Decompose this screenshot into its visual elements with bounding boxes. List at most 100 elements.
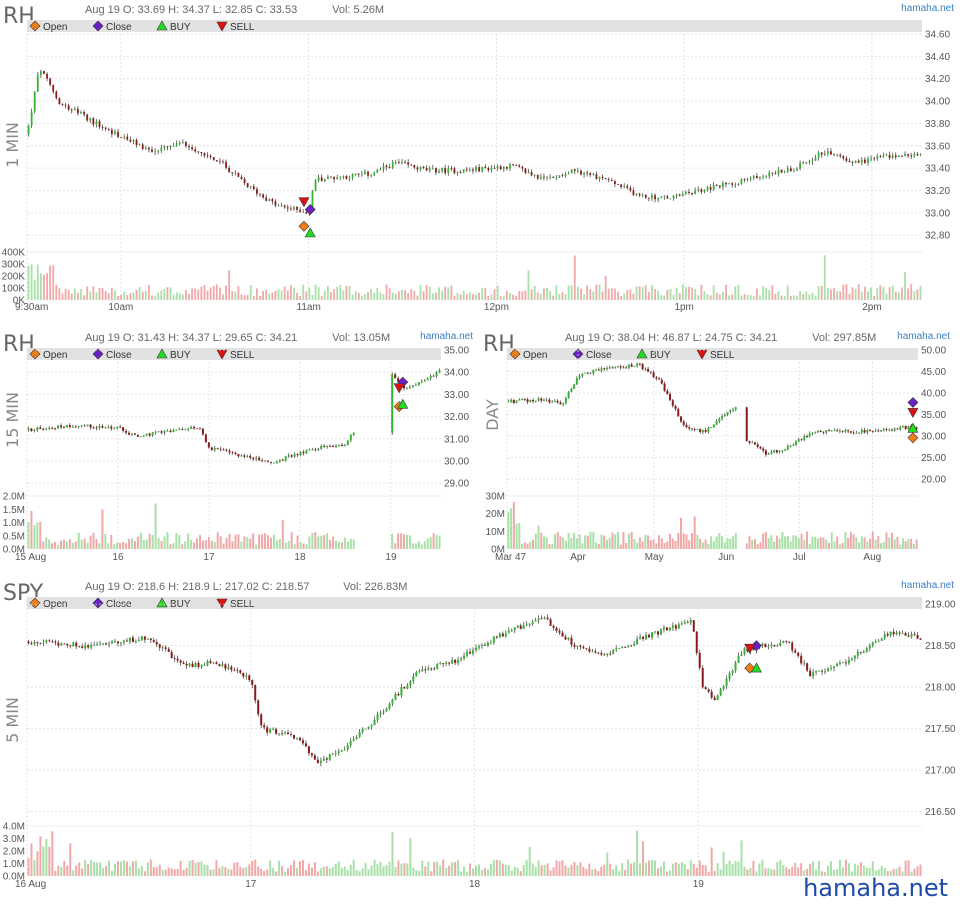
candle-body <box>888 154 891 158</box>
candle-body <box>281 733 284 735</box>
candle-body <box>638 363 641 365</box>
candle-body <box>767 646 770 648</box>
x-tick-label: Mar 47 <box>495 552 527 563</box>
candle-body <box>610 180 613 182</box>
candle-body <box>474 647 477 651</box>
candle-body <box>764 450 767 455</box>
volume-bar <box>677 863 680 876</box>
candle-body <box>131 637 134 643</box>
volume-bar <box>78 862 81 876</box>
x-tick-label: 15 Aug <box>15 552 46 563</box>
volume-bar <box>480 869 483 876</box>
candle-body <box>89 424 92 428</box>
volume-tick-label: 30M <box>486 492 505 503</box>
candle-body <box>63 643 66 645</box>
candle-body <box>333 177 335 180</box>
candle-body <box>243 178 246 184</box>
volume-bar <box>451 862 454 876</box>
candle-body <box>391 699 394 704</box>
candle-body <box>546 177 548 179</box>
volume-bar <box>600 866 603 876</box>
candle-body <box>203 665 206 667</box>
candle-body <box>161 647 164 649</box>
candle-body <box>729 410 732 413</box>
volume-bar <box>80 289 82 300</box>
chart-panel-rh-15min: RH Aug 19 O: 31.43 H: 34.37 L: 29.65 C: 3… <box>3 331 473 563</box>
candle-body <box>113 427 116 429</box>
candle-body <box>718 418 721 422</box>
volume-bar <box>86 286 89 300</box>
volume-bar <box>472 868 475 876</box>
candle-body <box>698 652 701 668</box>
volume-bar <box>576 865 579 876</box>
volume-bar <box>619 544 622 549</box>
volume-bar <box>704 539 707 549</box>
volume-bar <box>130 538 133 549</box>
volume-bar <box>749 295 752 300</box>
volume-bar <box>633 539 636 549</box>
volume-bar <box>146 862 149 876</box>
candle-body <box>552 625 555 628</box>
volume-bar <box>256 288 258 300</box>
volume-bar <box>394 543 397 549</box>
candle-body <box>663 383 666 391</box>
volume-bar <box>74 541 77 549</box>
candle-body <box>27 428 30 430</box>
candle-body <box>30 643 33 645</box>
candle-body <box>624 646 627 648</box>
legend-open-icon <box>509 348 521 360</box>
volume-bar <box>715 292 718 300</box>
candle-body <box>450 168 453 170</box>
volume-bar <box>222 294 224 300</box>
candle-body <box>600 368 603 371</box>
volume-bar <box>868 868 871 876</box>
volume-bar <box>453 295 456 300</box>
candle-body <box>125 640 128 642</box>
volume-bar <box>649 540 652 549</box>
volume-bar <box>688 286 690 300</box>
candle-body <box>201 428 204 435</box>
candle-body <box>141 144 144 149</box>
candle-body <box>66 643 69 646</box>
candle-body <box>525 624 528 626</box>
candle-body <box>808 433 811 437</box>
volume-bar <box>659 866 662 876</box>
candle-body <box>675 194 678 196</box>
volume-bar <box>316 871 319 876</box>
volume-bar <box>367 869 370 876</box>
volume-bar <box>178 293 181 300</box>
candle-body <box>564 398 567 403</box>
candle-body <box>391 162 394 169</box>
candle-body <box>916 634 919 639</box>
volume-bar <box>80 539 83 549</box>
candle-body <box>604 178 607 180</box>
volume-bar <box>154 295 156 300</box>
candle-body <box>355 737 358 740</box>
volume-bar <box>826 287 829 300</box>
volume-bar <box>131 861 134 876</box>
candle-body <box>166 146 169 148</box>
y-tick-label: 25.00 <box>921 453 946 464</box>
volume-bar <box>893 539 896 549</box>
candle-body <box>802 162 805 164</box>
volume-bar <box>575 538 578 549</box>
candle-body <box>216 448 219 449</box>
candle-body <box>307 746 310 754</box>
candle-body <box>570 637 573 645</box>
candle-body <box>466 651 469 656</box>
volume-bar <box>758 863 761 876</box>
candle-body <box>342 175 345 178</box>
volume-bar <box>182 869 185 876</box>
volume-bar <box>898 866 901 876</box>
candle-body <box>836 430 839 432</box>
volume-bar <box>858 542 861 549</box>
candle-body <box>143 636 146 640</box>
candle-body <box>907 425 910 429</box>
marker-sell-icon <box>744 643 756 654</box>
candle-body <box>626 186 629 188</box>
volume-bar <box>764 531 767 549</box>
candle-body <box>797 439 800 442</box>
candle-body <box>651 632 654 638</box>
volume-bar <box>540 865 543 876</box>
candle-body <box>656 631 659 635</box>
